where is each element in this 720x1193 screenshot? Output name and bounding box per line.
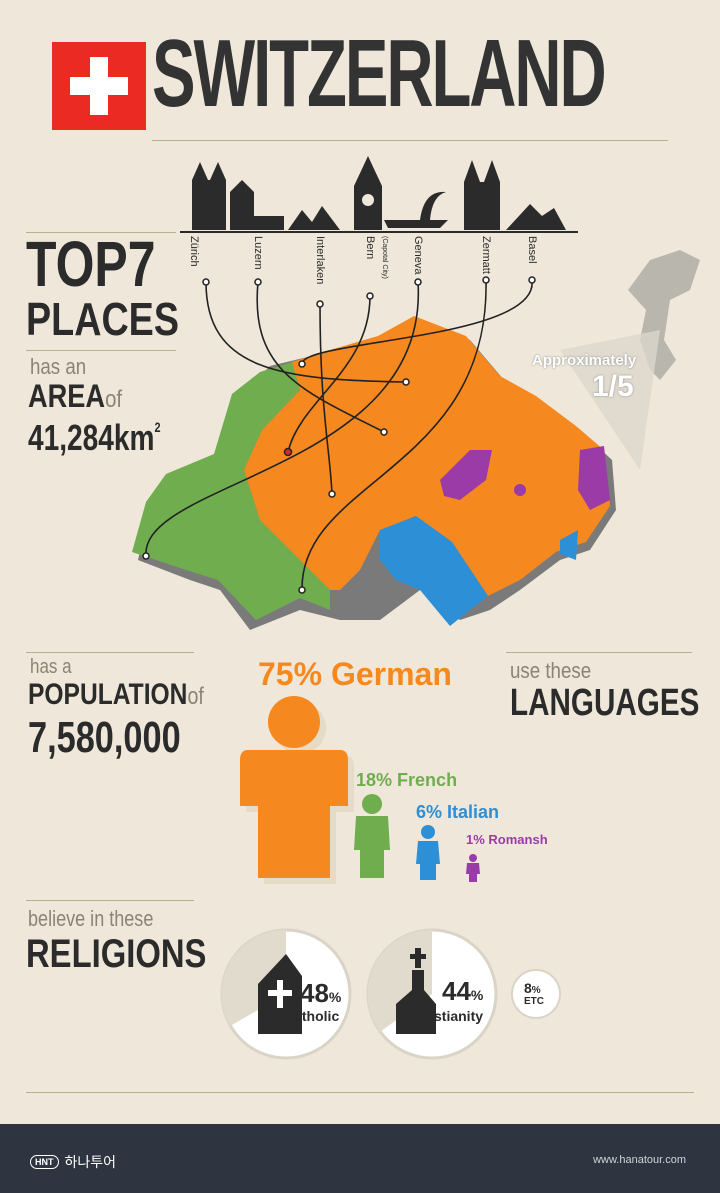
population-value: 7,580,000: [28, 713, 181, 762]
place-label-basel: Basel: [526, 236, 538, 264]
switzerland-map: [132, 156, 700, 630]
place-label-zermatt: Zermatt: [480, 236, 492, 274]
place-label-bern: Bern: [364, 236, 376, 260]
landmark-icons: [192, 156, 566, 230]
place-label-zurich: Zürich: [188, 236, 200, 267]
population-prefix: has a: [30, 656, 72, 678]
languages-prefix: use these: [510, 658, 592, 683]
religions-prefix: believe in these: [28, 906, 154, 931]
lang-french-label: 18% French: [356, 770, 458, 790]
lang-italian-label: 6% Italian: [416, 802, 500, 822]
divider: [152, 140, 668, 141]
religion-christianity-label: Christianity: [406, 1008, 484, 1024]
language-person-icons: [240, 696, 480, 884]
approx-label: Approximately: [532, 352, 637, 369]
swiss-flag-icon: [52, 42, 146, 130]
area-value: 41,284km2: [28, 417, 161, 458]
religion-catholic-label: Catholic: [284, 1008, 340, 1024]
place-label-bern-sub: (Capotal City): [381, 236, 388, 279]
religions-label: RELIGIONS: [26, 932, 207, 976]
lang-romansh-label: 1% Romansh: [466, 832, 548, 847]
place-label-interlaken: Interlaken: [314, 236, 326, 285]
religion-etc-label: ETC: [524, 996, 544, 1007]
religion-circles: [220, 928, 561, 1060]
page-title: SWITZERLAND: [152, 20, 607, 127]
place-label-geneva: Geneva: [412, 236, 424, 275]
religion-christianity-pct: 44%: [442, 976, 484, 1006]
area-label: AREAof: [28, 378, 123, 414]
area-prefix: has an: [30, 354, 87, 379]
footer: [0, 1124, 720, 1193]
places-heading: PLACES: [26, 293, 180, 345]
top7-heading: TOP7: [26, 228, 156, 300]
place-label-luzern: Luzern: [252, 236, 264, 270]
languages-label: LANGUAGES: [510, 682, 700, 724]
site-link[interactable]: www.hanatour.com: [593, 1154, 686, 1166]
brand-logo[interactable]: HNT 하나투어: [30, 1152, 116, 1172]
religion-etc-pct: 8%: [524, 980, 541, 996]
population-label: POPULATIONof: [28, 678, 204, 711]
approx-value: 1/5: [592, 370, 634, 403]
lang-german-label: 75% German: [258, 656, 452, 692]
religion-catholic-pct: 48%: [300, 978, 342, 1008]
